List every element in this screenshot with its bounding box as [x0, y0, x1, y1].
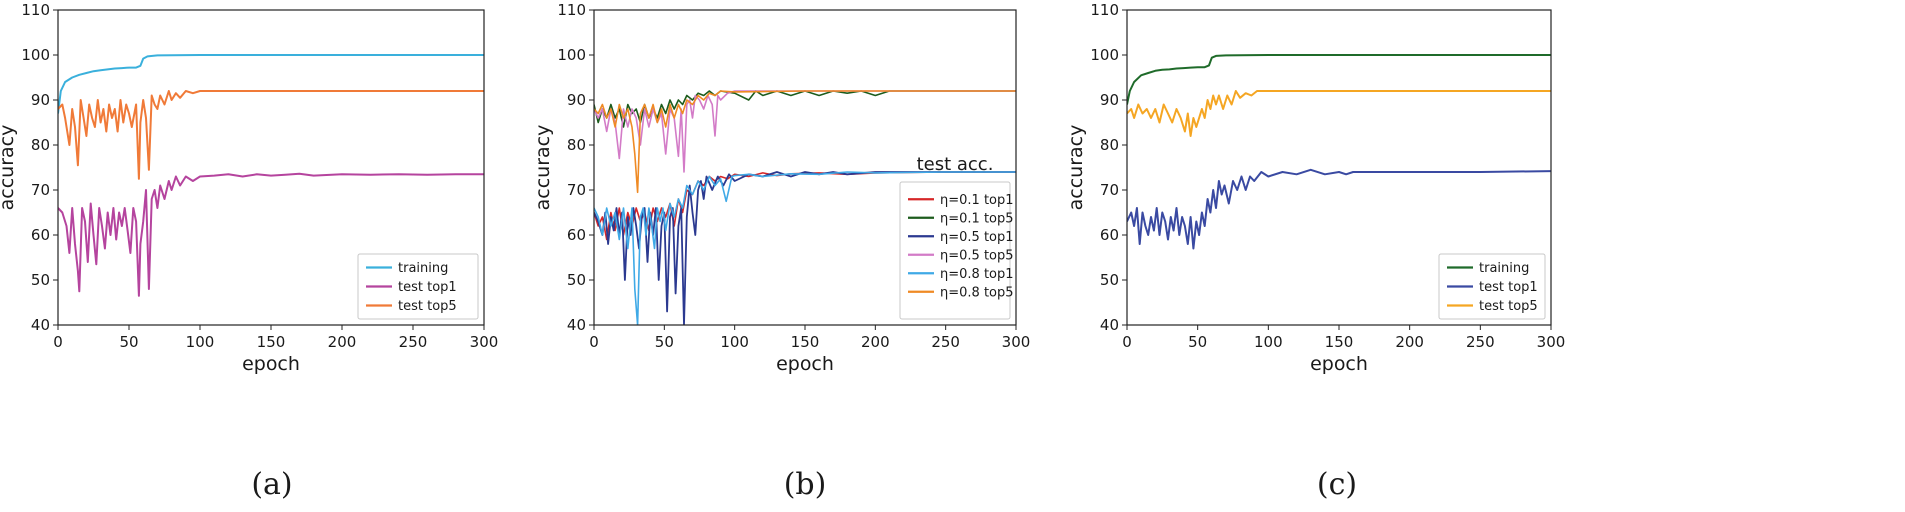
- y-axis-label: accuracy: [0, 125, 18, 211]
- legend-label-2: test top1: [398, 280, 457, 295]
- x-tick-label: 0: [589, 333, 599, 351]
- y-tick-label: 40: [31, 316, 50, 334]
- series-group: [1127, 54, 1551, 250]
- x-tick-label: 150: [1325, 333, 1354, 351]
- series-line-1: [58, 54, 484, 114]
- x-tick-label: 150: [257, 333, 286, 351]
- legend-label-3: η=0.5 top1: [940, 230, 1014, 245]
- legend: training test top1 test top5: [1438, 253, 1546, 320]
- x-tick-label: 100: [720, 333, 749, 351]
- chart-panel-2: 0 50 100 150 200 250 300 40 50 60 70 80 90 100 110 epoc…: [532, 1, 1030, 502]
- y-axis-label: accuracy: [532, 125, 554, 211]
- y-tick-label: 80: [1100, 136, 1119, 154]
- series-line-6: [594, 90, 1016, 194]
- legend-label-5: η=0.8 top1: [940, 267, 1014, 282]
- x-tick-label: 50: [1188, 333, 1207, 351]
- y-tick-label: 90: [567, 91, 586, 109]
- legend: training test top1 test top5: [357, 253, 479, 320]
- legend-label-3: test top5: [398, 299, 457, 314]
- legend-label-1: η=0.1 top1: [940, 193, 1014, 208]
- x-axis-label: epoch: [242, 353, 300, 375]
- legend-box: [1438, 253, 1546, 320]
- series-line-1: [1127, 54, 1551, 105]
- y-tick-label: 50: [567, 271, 586, 289]
- legend-label-4: η=0.5 top5: [940, 248, 1014, 263]
- legend: test acc. η=0.1 top1 η=0.1 top5 η=0.5 top1 η…: [899, 154, 1014, 320]
- y-tick-label: 70: [31, 181, 50, 199]
- y-tick-label: 60: [31, 226, 50, 244]
- series-line-2: [594, 90, 1016, 128]
- y-tick-label: 110: [557, 1, 586, 19]
- series-line-3: [1127, 90, 1551, 137]
- x-tick-label: 250: [931, 333, 960, 351]
- series-line-2: [1127, 168, 1551, 250]
- y-tick-label: 40: [1100, 316, 1119, 334]
- series-line-4: [594, 90, 1016, 173]
- y-tick-label: 80: [567, 136, 586, 154]
- y-tick-label: 100: [1090, 46, 1119, 64]
- y-tick-label: 70: [1100, 181, 1119, 199]
- x-tick-label: 200: [861, 333, 890, 351]
- x-axis-label: epoch: [776, 353, 834, 375]
- y-tick-label: 100: [21, 46, 50, 64]
- x-tick-label: 300: [1002, 333, 1031, 351]
- legend-label-1: training: [1479, 261, 1529, 276]
- y-tick-label: 50: [1100, 271, 1119, 289]
- y-tick-label: 60: [567, 226, 586, 244]
- series-line-3: [58, 90, 484, 180]
- y-tick-label: 50: [31, 271, 50, 289]
- x-tick-label: 50: [655, 333, 674, 351]
- series-group: [594, 90, 1016, 325]
- legend-label-2: test top1: [1479, 280, 1538, 295]
- legend-title: test acc.: [917, 154, 994, 175]
- panel-caption-2: (b): [784, 467, 827, 502]
- x-tick-label: 100: [1254, 333, 1283, 351]
- y-tick-label: 70: [567, 181, 586, 199]
- x-tick-label: 0: [1122, 333, 1132, 351]
- y-tick-label: 80: [31, 136, 50, 154]
- chart-panel-3: 0 50 100 150 200 250 300 40 50 60 70 80 90 100 110 epoc…: [1065, 1, 1565, 502]
- x-tick-label: 50: [119, 333, 138, 351]
- legend-label-1: training: [398, 261, 448, 276]
- y-tick-label: 100: [557, 46, 586, 64]
- x-tick-label: 250: [399, 333, 428, 351]
- x-tick-label: 250: [1466, 333, 1495, 351]
- y-tick-label: 110: [1090, 1, 1119, 19]
- x-tick-label: 200: [1395, 333, 1424, 351]
- x-axis-label: epoch: [1310, 353, 1368, 375]
- legend-label-3: test top5: [1479, 299, 1538, 314]
- chart-panel-1: 0 50 100 150 200 250 300 40 50 60 70 80 90 100 110 epoc…: [0, 1, 498, 502]
- x-tick-label: 150: [791, 333, 820, 351]
- series-group: [58, 54, 484, 297]
- y-tick-label: 90: [31, 91, 50, 109]
- legend-box: [357, 253, 479, 320]
- y-axis-label: accuracy: [1065, 125, 1087, 211]
- panel-caption-3: (c): [1317, 467, 1357, 502]
- y-tick-label: 90: [1100, 91, 1119, 109]
- panel-caption-1: (a): [251, 467, 292, 502]
- x-tick-label: 200: [328, 333, 357, 351]
- y-tick-label: 60: [1100, 226, 1119, 244]
- x-tick-label: 300: [470, 333, 499, 351]
- x-tick-label: 0: [53, 333, 63, 351]
- legend-box: [899, 181, 1011, 320]
- legend-label-2: η=0.1 top5: [940, 211, 1014, 226]
- x-tick-label: 100: [186, 333, 215, 351]
- x-tick-label: 300: [1537, 333, 1566, 351]
- legend-label-6: η=0.8 top5: [940, 285, 1014, 300]
- y-tick-label: 110: [21, 1, 50, 19]
- series-line-5: [594, 171, 1016, 325]
- series-line-2: [58, 172, 484, 297]
- y-tick-label: 40: [567, 316, 586, 334]
